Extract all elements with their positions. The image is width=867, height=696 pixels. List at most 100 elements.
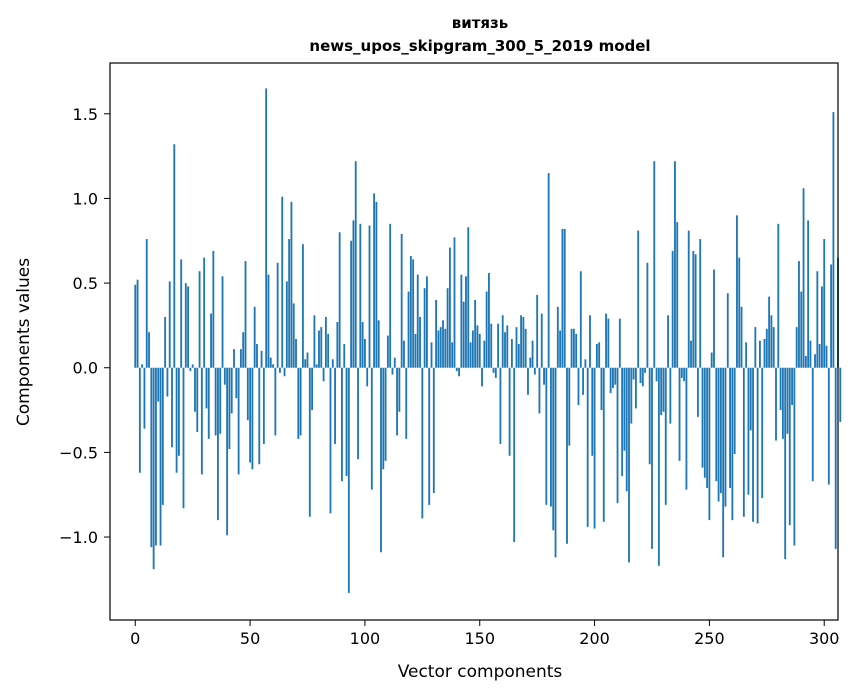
bar [306, 352, 309, 368]
bar [538, 367, 541, 414]
bar [770, 315, 773, 368]
bar [235, 367, 238, 399]
bar [382, 367, 385, 470]
bar [703, 367, 706, 478]
bar [722, 367, 725, 558]
bar [159, 367, 162, 546]
bar [290, 201, 293, 368]
bar [729, 367, 731, 488]
bar [233, 349, 235, 368]
bar [678, 367, 681, 461]
bar [510, 338, 513, 368]
bar [467, 227, 470, 368]
bar [566, 367, 568, 544]
bar [818, 344, 821, 368]
bar [676, 222, 679, 368]
bar [595, 344, 598, 368]
bar [391, 367, 394, 375]
bar [634, 367, 637, 409]
bar [375, 201, 378, 368]
bar [318, 330, 320, 368]
x-axis-ticks: 0 50 100 150 200 250 300 [130, 620, 839, 648]
bar [733, 367, 736, 455]
bar [246, 367, 249, 421]
bar [242, 332, 245, 368]
bar [269, 357, 272, 368]
bar [223, 367, 226, 385]
bar [481, 367, 483, 387]
bar [331, 359, 334, 368]
x-tick-label: 0 [130, 629, 140, 648]
bar [198, 271, 201, 368]
y-tick-label: 0.5 [73, 274, 98, 293]
bar [630, 367, 633, 424]
bar [621, 367, 624, 477]
x-tick-label: 250 [694, 629, 725, 648]
bar [237, 367, 240, 475]
bar [742, 367, 745, 517]
bar [315, 364, 318, 368]
bar [772, 327, 775, 368]
bar [465, 276, 467, 368]
bar [554, 367, 557, 558]
bar [469, 342, 472, 368]
bar [272, 364, 274, 368]
bar [646, 262, 649, 368]
bar [708, 367, 711, 521]
bar [267, 274, 270, 368]
bar [501, 315, 504, 368]
bar [228, 367, 231, 449]
bar [690, 340, 692, 368]
bar [230, 367, 233, 414]
bar [276, 262, 279, 368]
bar [648, 367, 651, 465]
bar [265, 88, 268, 368]
bar [175, 367, 178, 473]
bar [609, 367, 612, 394]
bar [788, 367, 791, 526]
y-tick-label: −0.5 [59, 443, 98, 462]
bar [591, 367, 594, 456]
bar [442, 320, 444, 368]
bar [145, 239, 148, 368]
bar [628, 367, 630, 563]
bar [430, 342, 433, 368]
bar [426, 276, 428, 368]
bar [324, 316, 327, 368]
bar [685, 367, 688, 490]
bar [304, 359, 307, 368]
y-axis-label: Components values [14, 258, 34, 426]
bar [354, 161, 357, 368]
bar [607, 318, 610, 368]
bar [423, 288, 426, 368]
bar [373, 193, 376, 368]
bar [182, 367, 185, 509]
bar [338, 232, 341, 368]
bar [435, 300, 438, 368]
bar [313, 315, 316, 368]
bar [217, 367, 219, 521]
bar [171, 367, 173, 448]
bar [327, 333, 330, 368]
bar [816, 271, 819, 368]
bar [219, 367, 222, 434]
bar [471, 330, 474, 368]
bar [460, 274, 463, 368]
bar [494, 367, 497, 378]
bar [221, 276, 224, 368]
bar [150, 367, 153, 548]
bar [653, 161, 656, 368]
x-tick-label: 50 [240, 629, 260, 648]
bar [520, 315, 522, 368]
bar [421, 367, 424, 519]
bar [575, 333, 578, 368]
bar [497, 323, 500, 368]
bar [184, 283, 187, 368]
bar [155, 367, 157, 546]
bar [207, 367, 210, 439]
bar [347, 367, 350, 593]
bar [352, 220, 355, 368]
bar [492, 367, 495, 373]
bar [749, 367, 752, 431]
